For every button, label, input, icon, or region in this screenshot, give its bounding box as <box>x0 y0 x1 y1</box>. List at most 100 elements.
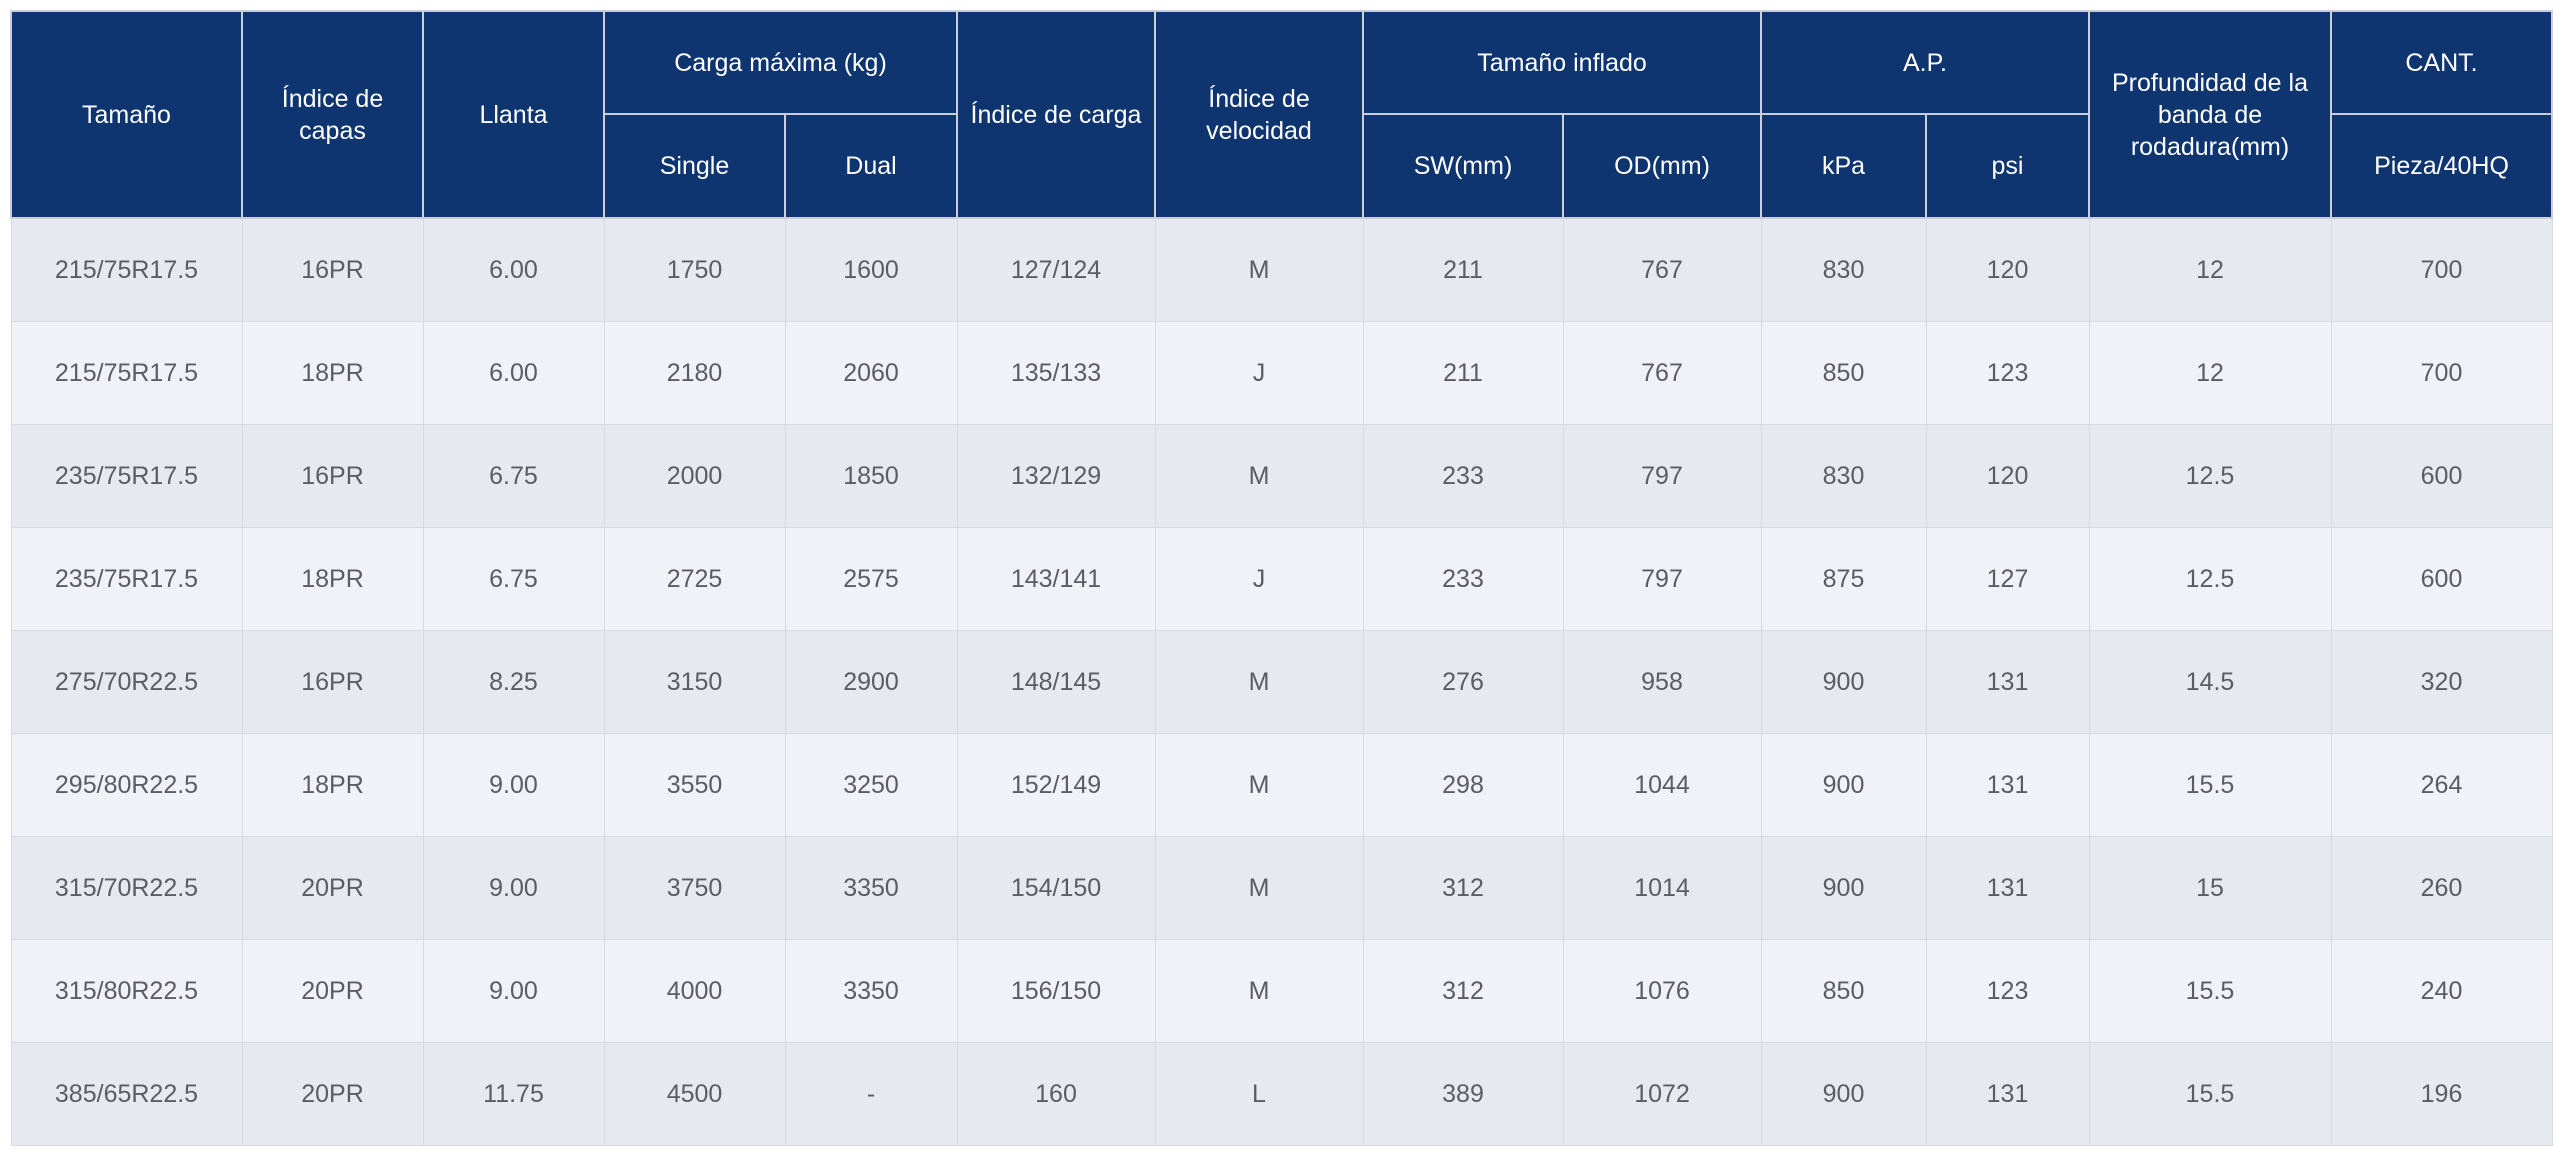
header-qty-unit: Pieza/40HQ <box>2330 113 2553 219</box>
cell-sw: 312 <box>1362 939 1564 1043</box>
header-psi: psi <box>1925 113 2090 219</box>
header-sw: SW(mm) <box>1362 113 1564 219</box>
cell-psi: 120 <box>1925 424 2090 528</box>
cell-load-index: 135/133 <box>956 321 1156 425</box>
table-row: 315/70R22.5 20PR 9.00 3750 3350 154/150 … <box>10 836 2553 940</box>
cell-kpa: 830 <box>1760 424 1927 528</box>
cell-rim: 6.00 <box>422 217 605 322</box>
header-ply-rating: Índice de capas <box>241 10 424 219</box>
cell-dual: 2900 <box>784 630 958 734</box>
cell-qty: 240 <box>2330 939 2553 1043</box>
header-size: Tamaño <box>10 10 243 219</box>
cell-od: 797 <box>1562 424 1762 528</box>
cell-dual: - <box>784 1042 958 1146</box>
cell-rim: 9.00 <box>422 939 605 1043</box>
cell-qty: 600 <box>2330 527 2553 631</box>
cell-size: 275/70R22.5 <box>10 630 243 734</box>
cell-od: 1014 <box>1562 836 1762 940</box>
cell-ply: 20PR <box>241 836 424 940</box>
header-max-load: Carga máxima (kg) <box>603 10 958 115</box>
header-ap: A.P. <box>1760 10 2090 115</box>
cell-single: 2180 <box>603 321 786 425</box>
cell-od: 1076 <box>1562 939 1762 1043</box>
cell-size: 315/80R22.5 <box>10 939 243 1043</box>
cell-speed: M <box>1154 217 1364 322</box>
table-row: 215/75R17.5 16PR 6.00 1750 1600 127/124 … <box>10 217 2553 322</box>
cell-psi: 131 <box>1925 733 2090 837</box>
cell-speed: M <box>1154 630 1364 734</box>
cell-speed: J <box>1154 527 1364 631</box>
cell-load-index: 132/129 <box>956 424 1156 528</box>
cell-dual: 2575 <box>784 527 958 631</box>
cell-ply: 18PR <box>241 733 424 837</box>
cell-speed: M <box>1154 836 1364 940</box>
table-header: Tamaño Índice de capas Llanta Carga máxi… <box>10 10 2553 219</box>
cell-sw: 389 <box>1362 1042 1564 1146</box>
cell-load-index: 127/124 <box>956 217 1156 322</box>
cell-single: 1750 <box>603 217 786 322</box>
cell-psi: 123 <box>1925 321 2090 425</box>
cell-size: 235/75R17.5 <box>10 527 243 631</box>
cell-speed: J <box>1154 321 1364 425</box>
cell-dual: 3350 <box>784 939 958 1043</box>
cell-kpa: 830 <box>1760 217 1927 322</box>
cell-ply: 18PR <box>241 321 424 425</box>
cell-ply: 20PR <box>241 939 424 1043</box>
cell-ply: 16PR <box>241 217 424 322</box>
cell-load-index: 160 <box>956 1042 1156 1146</box>
cell-sw: 211 <box>1362 321 1564 425</box>
cell-qty: 320 <box>2330 630 2553 734</box>
cell-qty: 264 <box>2330 733 2553 837</box>
cell-dual: 3250 <box>784 733 958 837</box>
cell-tread: 12 <box>2088 321 2332 425</box>
cell-tread: 14.5 <box>2088 630 2332 734</box>
cell-qty: 260 <box>2330 836 2553 940</box>
cell-single: 3550 <box>603 733 786 837</box>
cell-tread: 12.5 <box>2088 527 2332 631</box>
cell-load-index: 143/141 <box>956 527 1156 631</box>
cell-qty: 700 <box>2330 217 2553 322</box>
cell-qty: 700 <box>2330 321 2553 425</box>
cell-size: 295/80R22.5 <box>10 733 243 837</box>
header-dual: Dual <box>784 113 958 219</box>
cell-load-index: 154/150 <box>956 836 1156 940</box>
cell-psi: 131 <box>1925 836 2090 940</box>
cell-rim: 6.75 <box>422 527 605 631</box>
cell-psi: 131 <box>1925 630 2090 734</box>
cell-size: 385/65R22.5 <box>10 1042 243 1146</box>
cell-single: 3750 <box>603 836 786 940</box>
header-tread-depth: Profundidad de la banda de rodadura(mm) <box>2088 10 2332 219</box>
cell-od: 767 <box>1562 217 1762 322</box>
cell-sw: 233 <box>1362 527 1564 631</box>
table-row: 235/75R17.5 16PR 6.75 2000 1850 132/129 … <box>10 424 2553 528</box>
cell-load-index: 156/150 <box>956 939 1156 1043</box>
cell-ply: 16PR <box>241 424 424 528</box>
table-row: 385/65R22.5 20PR 11.75 4500 - 160 L 389 … <box>10 1042 2553 1146</box>
cell-od: 1072 <box>1562 1042 1762 1146</box>
cell-tread: 15 <box>2088 836 2332 940</box>
cell-sw: 312 <box>1362 836 1564 940</box>
header-qty: CANT. <box>2330 10 2553 115</box>
table-row: 275/70R22.5 16PR 8.25 3150 2900 148/145 … <box>10 630 2553 734</box>
cell-dual: 1600 <box>784 217 958 322</box>
cell-size: 235/75R17.5 <box>10 424 243 528</box>
cell-size: 315/70R22.5 <box>10 836 243 940</box>
cell-load-index: 148/145 <box>956 630 1156 734</box>
tire-spec-table: Tamaño Índice de capas Llanta Carga máxi… <box>10 10 2553 1146</box>
cell-od: 958 <box>1562 630 1762 734</box>
cell-ply: 20PR <box>241 1042 424 1146</box>
cell-psi: 120 <box>1925 217 2090 322</box>
cell-single: 4000 <box>603 939 786 1043</box>
cell-kpa: 900 <box>1760 733 1927 837</box>
cell-sw: 298 <box>1362 733 1564 837</box>
cell-kpa: 900 <box>1760 1042 1927 1146</box>
cell-kpa: 900 <box>1760 836 1927 940</box>
cell-dual: 3350 <box>784 836 958 940</box>
cell-size: 215/75R17.5 <box>10 217 243 322</box>
cell-psi: 131 <box>1925 1042 2090 1146</box>
cell-kpa: 850 <box>1760 321 1927 425</box>
cell-qty: 600 <box>2330 424 2553 528</box>
table-row: 315/80R22.5 20PR 9.00 4000 3350 156/150 … <box>10 939 2553 1043</box>
cell-tread: 12 <box>2088 217 2332 322</box>
header-od: OD(mm) <box>1562 113 1762 219</box>
